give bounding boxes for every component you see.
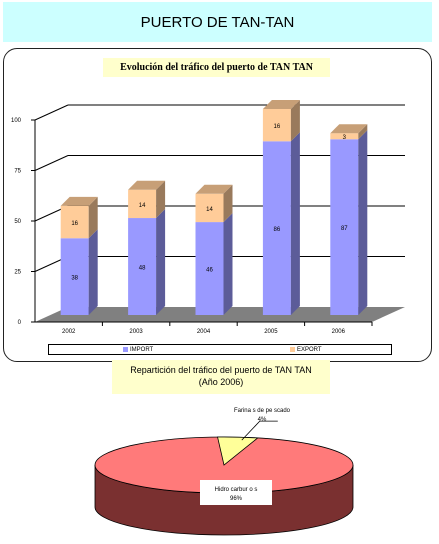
bar-chart-title: Evolución del tráfico del puerto de TAN … [103,58,330,77]
bar-export-side [88,196,98,239]
bar-import [262,141,291,315]
bar-import [195,222,224,315]
bar-export-side [223,184,233,223]
data-label: 48 [139,266,146,272]
bar-top [262,99,300,109]
data-label: 87 [341,226,348,232]
pie-chart-title-main: Repartición del tráfico del puerto de TA… [130,365,312,375]
bar-top [195,184,233,194]
pie-slice-harinas [217,436,259,466]
bar-export [195,193,224,223]
x-tick-label: 2005 [264,329,278,335]
legend-swatch-import [123,347,128,352]
legend-label-export: EXPORT [297,346,322,353]
gridline-diagonal [34,104,69,121]
pie-label-hidrocarburos-name: Hidro carbur o s [215,487,258,493]
data-label: 14 [139,203,146,209]
data-label: 46 [206,268,213,274]
bar-export [60,205,89,239]
data-label: 38 [71,276,78,282]
x-tick-label: 2002 [62,329,76,335]
bar-export-side [358,124,368,140]
x-tick-label: 2006 [332,329,346,335]
bar-export [262,108,291,142]
data-label: 14 [206,207,213,213]
y-tick-label: 50 [14,219,21,225]
bar-export-side [290,99,300,142]
bar-chart-legend: IMPORT EXPORT [48,344,392,355]
bar-import [60,238,89,315]
gridline-diagonal [34,155,69,171]
bar-export-side [156,180,166,219]
pie-chart-title: Repartición del tráfico del puerto de TA… [112,360,330,394]
legend-item-export: EXPORT [290,345,322,354]
data-label: 86 [274,227,281,233]
data-label: 3 [343,135,347,141]
bar-import-side [156,209,166,315]
pie-chart-subtitle: (Año 2006) [198,377,244,387]
x-tick-label: 2003 [129,329,143,335]
legend-swatch-export [290,347,295,352]
pie-label-harinas-name: Farina s de pe scado [234,408,291,414]
data-label: 16 [274,124,281,130]
bar-top [60,196,98,206]
y-tick-label: 75 [14,169,21,175]
bar-import-side [88,229,98,315]
bar-export [330,133,359,140]
bar-import [330,139,359,315]
bar-import-side [290,132,300,315]
x-tick-label: 2004 [197,329,211,335]
y-tick-label: 100 [11,118,22,124]
bar-top [330,124,368,134]
bar-export [128,189,157,219]
bar-import [128,218,157,315]
pie-label-harinas-pct: 4% [258,417,267,423]
bar-import-side [223,213,233,315]
y-tick-label: 0 [18,320,22,326]
legend-item-import: IMPORT [123,345,153,354]
y-tick-label: 25 [14,270,21,276]
bar-import-side [358,130,368,315]
pie-label-box [200,480,272,505]
bar-top [128,180,166,190]
data-label: 16 [71,221,78,227]
legend-label-import: IMPORT [130,346,154,353]
pie-leader-line [241,420,278,441]
pie-label-hidrocarburos-pct: 96% [230,496,243,502]
page-title: PUERTO DE TAN-TAN [3,2,432,42]
